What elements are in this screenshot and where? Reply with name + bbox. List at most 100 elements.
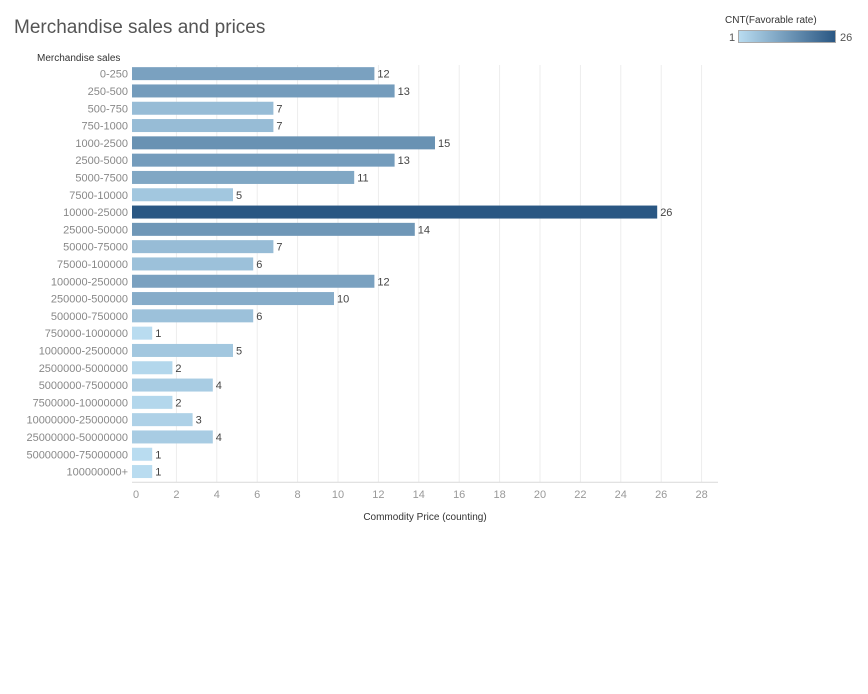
x-tick-label: 4 (214, 489, 220, 501)
x-tick-label: 28 (695, 489, 707, 501)
value-label: 5 (236, 345, 242, 357)
color-legend-title: CNT(Favorable rate) (725, 15, 817, 26)
bar[interactable] (132, 84, 395, 98)
bar[interactable] (132, 292, 334, 306)
value-label: 1 (155, 449, 161, 461)
x-tick-label: 24 (615, 489, 627, 501)
value-label: 7 (276, 121, 282, 133)
bar[interactable] (132, 326, 153, 340)
category-label: 500000-750000 (51, 311, 128, 323)
value-label: 6 (256, 311, 262, 323)
value-label: 10 (337, 294, 349, 306)
category-label: 5000-7500 (75, 172, 128, 184)
value-label: 2 (175, 363, 181, 375)
category-label: 5000000-7500000 (39, 380, 128, 392)
category-label: 10000000-25000000 (26, 415, 128, 427)
color-legend-ramp (738, 30, 836, 43)
value-label: 1 (155, 467, 161, 479)
bar[interactable] (132, 67, 375, 81)
x-tick-label: 26 (655, 489, 667, 501)
x-tick-label: 14 (413, 489, 425, 501)
category-label: 500-750 (88, 103, 128, 115)
bar[interactable] (132, 136, 435, 150)
x-axis-title: Commodity Price (counting) (363, 512, 486, 523)
x-tick-label: 18 (493, 489, 505, 501)
category-label: 7500000-10000000 (33, 397, 128, 409)
category-label: 1000-2500 (75, 138, 128, 150)
category-label: 2500000-5000000 (39, 363, 128, 375)
category-label: 250-500 (88, 86, 128, 98)
value-label: 1 (155, 328, 161, 340)
color-legend-min: 1 (729, 32, 736, 44)
bar[interactable] (132, 257, 254, 271)
bar[interactable] (132, 309, 254, 323)
bar[interactable] (132, 222, 415, 236)
x-tick-label: 6 (254, 489, 260, 501)
grid-lines (132, 65, 718, 483)
bar[interactable] (132, 274, 375, 288)
value-label: 3 (196, 415, 202, 427)
category-label: 100000000+ (67, 467, 128, 479)
category-label: 750000-1000000 (45, 328, 128, 340)
bar[interactable] (132, 101, 274, 115)
bar[interactable] (132, 447, 153, 461)
x-tick-label: 0 (133, 489, 139, 501)
bar[interactable] (132, 395, 173, 409)
category-label: 25000000-50000000 (26, 432, 128, 444)
bar[interactable] (132, 119, 274, 133)
bar[interactable] (132, 170, 355, 184)
category-label: 75000-100000 (57, 259, 128, 271)
category-label: 50000-75000 (63, 242, 128, 254)
bar[interactable] (132, 205, 658, 219)
category-label: 1000000-2500000 (39, 345, 128, 357)
y-axis-title: Merchandise sales (37, 53, 120, 64)
category-label: 10000-25000 (63, 207, 128, 219)
x-tick-label: 2 (173, 489, 179, 501)
value-label: 12 (377, 69, 389, 81)
value-label: 12 (377, 276, 389, 288)
value-label: 6 (256, 259, 262, 271)
value-label: 4 (216, 432, 222, 444)
bar[interactable] (132, 361, 173, 375)
x-tick-label: 8 (295, 489, 301, 501)
category-label: 100000-250000 (51, 276, 128, 288)
bar[interactable] (132, 343, 233, 357)
x-axis-ticks: 0 2 4 6 8 10 12 14 16 18 20 22 24 26 28 (133, 489, 708, 501)
x-tick-label: 20 (534, 489, 546, 501)
value-label: 13 (398, 86, 410, 98)
x-tick-label: 22 (574, 489, 586, 501)
value-label: 4 (216, 380, 222, 392)
x-tick-label: 10 (332, 489, 344, 501)
bar[interactable] (132, 413, 193, 427)
value-label: 2 (175, 397, 181, 409)
value-label: 15 (438, 138, 450, 150)
value-label: 7 (276, 242, 282, 254)
category-label: 7500-10000 (69, 190, 128, 202)
bar[interactable] (132, 378, 213, 392)
value-label: 11 (357, 172, 368, 184)
bar[interactable] (132, 188, 233, 202)
value-label: 7 (276, 103, 282, 115)
bar[interactable] (132, 153, 395, 167)
chart-title: Merchandise sales and prices (14, 17, 266, 38)
bars (132, 67, 658, 479)
x-tick-label: 16 (453, 489, 465, 501)
bar[interactable] (132, 465, 153, 479)
category-label: 0-250 (100, 69, 128, 81)
bar[interactable] (132, 430, 213, 444)
value-label: 14 (418, 224, 430, 236)
category-label: 50000000-75000000 (26, 449, 128, 461)
category-label: 250000-500000 (51, 294, 128, 306)
value-label: 5 (236, 190, 242, 202)
value-label: 13 (398, 155, 410, 167)
category-label: 2500-5000 (75, 155, 128, 167)
color-legend-max: 26 (840, 32, 853, 44)
category-label: 750-1000 (82, 121, 129, 133)
category-label: 25000-50000 (63, 224, 128, 236)
value-label: 26 (660, 207, 672, 219)
bar[interactable] (132, 240, 274, 254)
x-tick-label: 12 (372, 489, 384, 501)
category-labels: 0-250 250-500 500-750 750-1000 1000-2500 2500… (26, 69, 128, 479)
